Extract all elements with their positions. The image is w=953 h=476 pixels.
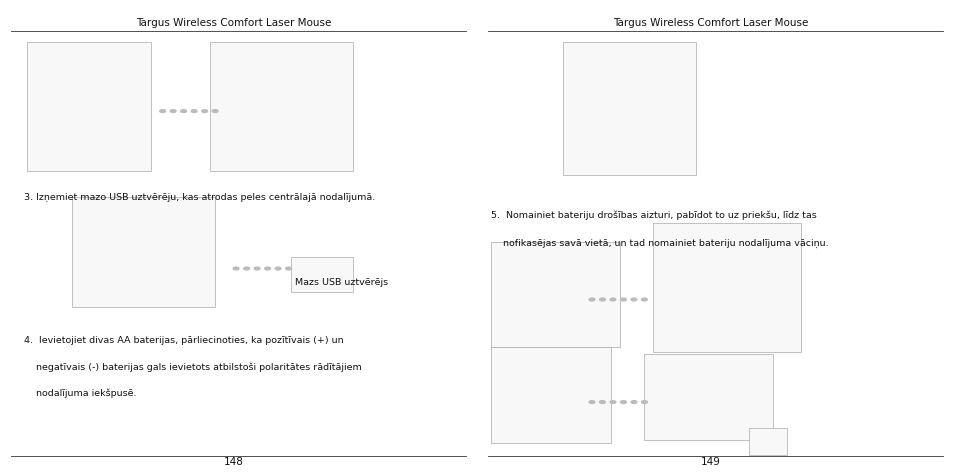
Text: 148: 148 <box>224 456 243 466</box>
Text: 5.  Nomainiet bateriju drošības aizturi, pabīdot to uz priekšu, līdz tas: 5. Nomainiet bateriju drošības aizturi, … <box>491 210 816 220</box>
Text: nodalījuma iekšpusē.: nodalījuma iekšpusē. <box>24 388 136 397</box>
Bar <box>27 43 151 171</box>
Circle shape <box>274 268 281 270</box>
Bar <box>491 347 610 443</box>
Bar <box>71 198 214 307</box>
Text: 149: 149 <box>700 456 720 466</box>
Circle shape <box>620 298 625 301</box>
Text: nofikasējas savā vietā, un tad nomainiet bateriju nodalījuma vāciņu.: nofikasējas savā vietā, un tad nomainiet… <box>491 238 828 247</box>
Circle shape <box>191 110 196 113</box>
Circle shape <box>610 401 616 404</box>
Text: Targus Wireless Comfort Laser Mouse: Targus Wireless Comfort Laser Mouse <box>613 18 807 28</box>
Circle shape <box>244 268 250 270</box>
Circle shape <box>202 110 208 113</box>
Bar <box>643 355 772 440</box>
Bar <box>291 257 353 293</box>
Circle shape <box>620 401 625 404</box>
Text: Mazs USB uztvērējs: Mazs USB uztvērējs <box>294 277 388 286</box>
Circle shape <box>212 110 217 113</box>
Text: 3. Izņemiet mazo USB uztvērēju, kas atrodas peles centrālajā nodalījumā.: 3. Izņemiet mazo USB uztvērēju, kas atro… <box>24 193 375 202</box>
Circle shape <box>159 110 166 113</box>
Bar <box>210 43 353 171</box>
Circle shape <box>286 268 292 270</box>
Circle shape <box>233 268 238 270</box>
Circle shape <box>171 110 176 113</box>
Circle shape <box>599 401 605 404</box>
Circle shape <box>631 298 637 301</box>
Bar <box>491 243 619 347</box>
Circle shape <box>610 298 616 301</box>
Text: negatīvais (-) baterijas gals ievietots atbilstoši polaritātes rādītājiem: negatīvais (-) baterijas gals ievietots … <box>24 362 361 371</box>
Circle shape <box>640 401 646 404</box>
Circle shape <box>181 110 186 113</box>
Circle shape <box>631 401 637 404</box>
Circle shape <box>589 401 595 404</box>
Text: 4.  Ievietojiet divas AA baterijas, pārliecinoties, ka pozītīvais (+) un: 4. Ievietojiet divas AA baterijas, pārli… <box>24 336 343 345</box>
Bar <box>653 224 801 352</box>
Circle shape <box>264 268 271 270</box>
Bar <box>562 43 696 176</box>
Text: Targus Wireless Comfort Laser Mouse: Targus Wireless Comfort Laser Mouse <box>136 18 331 28</box>
Circle shape <box>640 298 646 301</box>
Circle shape <box>589 298 595 301</box>
Bar <box>748 428 786 455</box>
Circle shape <box>599 298 605 301</box>
Circle shape <box>253 268 260 270</box>
